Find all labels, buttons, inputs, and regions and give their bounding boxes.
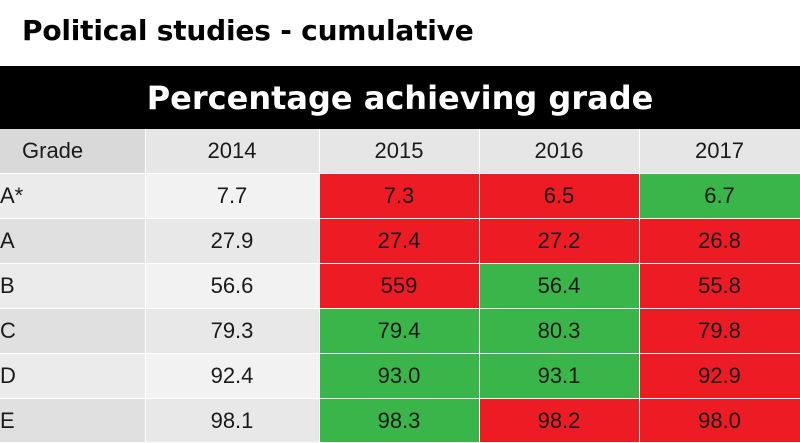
grade-table: Grade 2014 2015 2016 2017 A* 7.7 7.3 6.5 6.7… <box>0 129 800 443</box>
column-header-grade: Grade <box>0 129 146 174</box>
page-title: Political studies - cumulative <box>22 14 474 47</box>
grade-cell: D <box>0 353 146 399</box>
table-row: A* 7.7 7.3 6.5 6.7 <box>0 173 800 219</box>
table-row: A 27.9 27.4 27.2 26.8 <box>0 218 800 264</box>
column-header-2017: 2017 <box>639 129 800 174</box>
column-header-2016: 2016 <box>479 129 640 174</box>
table-body: A* 7.7 7.3 6.5 6.7 A 27.9 27.4 27.2 26.8 B 56.6 559 5… <box>0 173 800 443</box>
value-cell-2014: 27.9 <box>145 218 320 264</box>
column-header-2015: 2015 <box>319 129 480 174</box>
value-cell-2015: 79.4 <box>319 308 480 354</box>
grade-cell: E <box>0 398 146 443</box>
value-cell-2015: 93.0 <box>319 353 480 399</box>
value-cell-2016: 98.2 <box>479 398 640 443</box>
value-cell-2017: 6.7 <box>639 173 800 219</box>
column-header-2014: 2014 <box>145 129 320 174</box>
value-cell-2016: 6.5 <box>479 173 640 219</box>
value-cell-2015: 7.3 <box>319 173 480 219</box>
table-row: B 56.6 559 56.4 55.8 <box>0 263 800 309</box>
header-row: Grade 2014 2015 2016 2017 <box>0 129 800 174</box>
value-cell-2014: 79.3 <box>145 308 320 354</box>
value-cell-2014: 7.7 <box>145 173 320 219</box>
grade-cell: A* <box>0 173 146 219</box>
value-cell-2015: 98.3 <box>319 398 480 443</box>
value-cell-2015: 559 <box>319 263 480 309</box>
title-area: Political studies - cumulative <box>0 0 800 66</box>
value-cell-2014: 56.6 <box>145 263 320 309</box>
value-cell-2014: 98.1 <box>145 398 320 443</box>
value-cell-2016: 56.4 <box>479 263 640 309</box>
value-cell-2017: 79.8 <box>639 308 800 354</box>
value-cell-2017: 55.8 <box>639 263 800 309</box>
value-cell-2016: 27.2 <box>479 218 640 264</box>
grade-cell: C <box>0 308 146 354</box>
value-cell-2017: 26.8 <box>639 218 800 264</box>
table-row: E 98.1 98.3 98.2 98.0 <box>0 398 800 443</box>
value-cell-2014: 92.4 <box>145 353 320 399</box>
value-cell-2017: 92.9 <box>639 353 800 399</box>
value-cell-2016: 93.1 <box>479 353 640 399</box>
value-cell-2016: 80.3 <box>479 308 640 354</box>
grade-cell: A <box>0 218 146 264</box>
value-cell-2015: 27.4 <box>319 218 480 264</box>
table-row: D 92.4 93.0 93.1 92.9 <box>0 353 800 399</box>
value-cell-2017: 98.0 <box>639 398 800 443</box>
table-banner: Percentage achieving grade <box>0 66 800 129</box>
table-row: C 79.3 79.4 80.3 79.8 <box>0 308 800 354</box>
grade-cell: B <box>0 263 146 309</box>
